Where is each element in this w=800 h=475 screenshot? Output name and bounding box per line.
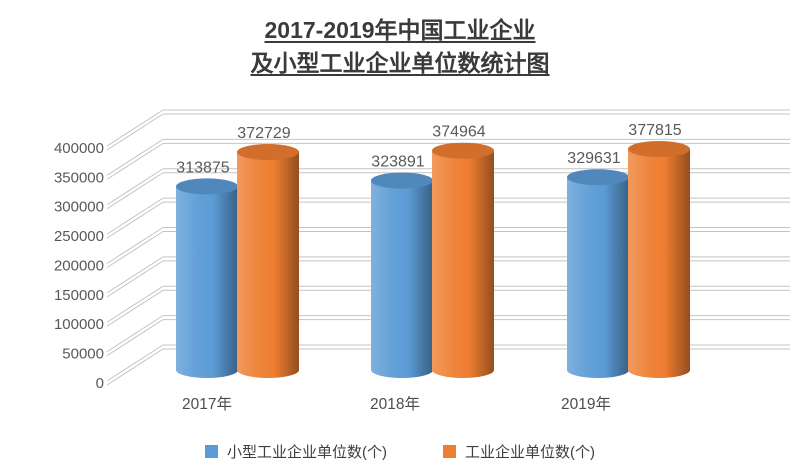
cylinder-bar-2018年-s0	[371, 172, 433, 378]
legend-label-industrial: 工业企业单位数(个)	[465, 443, 595, 461]
x-axis-category: 2018年	[370, 395, 420, 413]
y-axis-tick: 0	[96, 375, 104, 392]
y-axis-tick: 250000	[54, 228, 104, 245]
x-axis-category: 2017年	[182, 395, 232, 413]
chart-title-line2: 及小型工业企业单位数统计图	[250, 49, 550, 76]
legend-swatch-blue	[205, 444, 218, 458]
value-label: 374964	[432, 124, 485, 141]
y-axis-tick: 150000	[54, 287, 104, 304]
value-label: 313875	[176, 159, 229, 176]
cylinder-bar-2018年-s1	[432, 142, 494, 378]
cylinder-bar-2017年-s1	[237, 144, 299, 378]
chart-title-line1: 2017-2019年中国工业企业	[264, 17, 536, 43]
value-label: 372729	[237, 125, 290, 142]
value-label: 323891	[371, 154, 424, 171]
value-label: 329631	[567, 150, 620, 167]
y-axis-tick: 200000	[54, 257, 104, 274]
legend-item-small-industrial: 小型工业企业单位数(个)	[205, 441, 387, 462]
y-axis-tick: 350000	[54, 169, 104, 186]
legend-swatch-orange	[443, 444, 456, 458]
y-axis-tick: 50000	[62, 346, 104, 363]
legend-item-industrial: 工业企业单位数(个)	[443, 441, 595, 462]
legend-label-small-industrial: 小型工业企业单位数(个)	[227, 443, 387, 461]
y-axis-tick: 400000	[54, 140, 104, 157]
value-label: 377815	[628, 122, 681, 139]
cylinder-bar-2019年-s0	[567, 169, 629, 378]
x-axis-category: 2019年	[561, 395, 611, 413]
cylinder-bar-2017年-s0	[176, 178, 238, 378]
chart-legend: 小型工业企业单位数(个) 工业企业单位数(个)	[0, 438, 800, 464]
y-axis-tick: 300000	[54, 199, 104, 216]
chart-title: 2017-2019年中国工业企业 及小型工业企业单位数统计图	[0, 14, 800, 79]
cylinder-bar-2019年-s1	[628, 141, 690, 378]
y-axis-tick: 100000	[54, 316, 104, 333]
